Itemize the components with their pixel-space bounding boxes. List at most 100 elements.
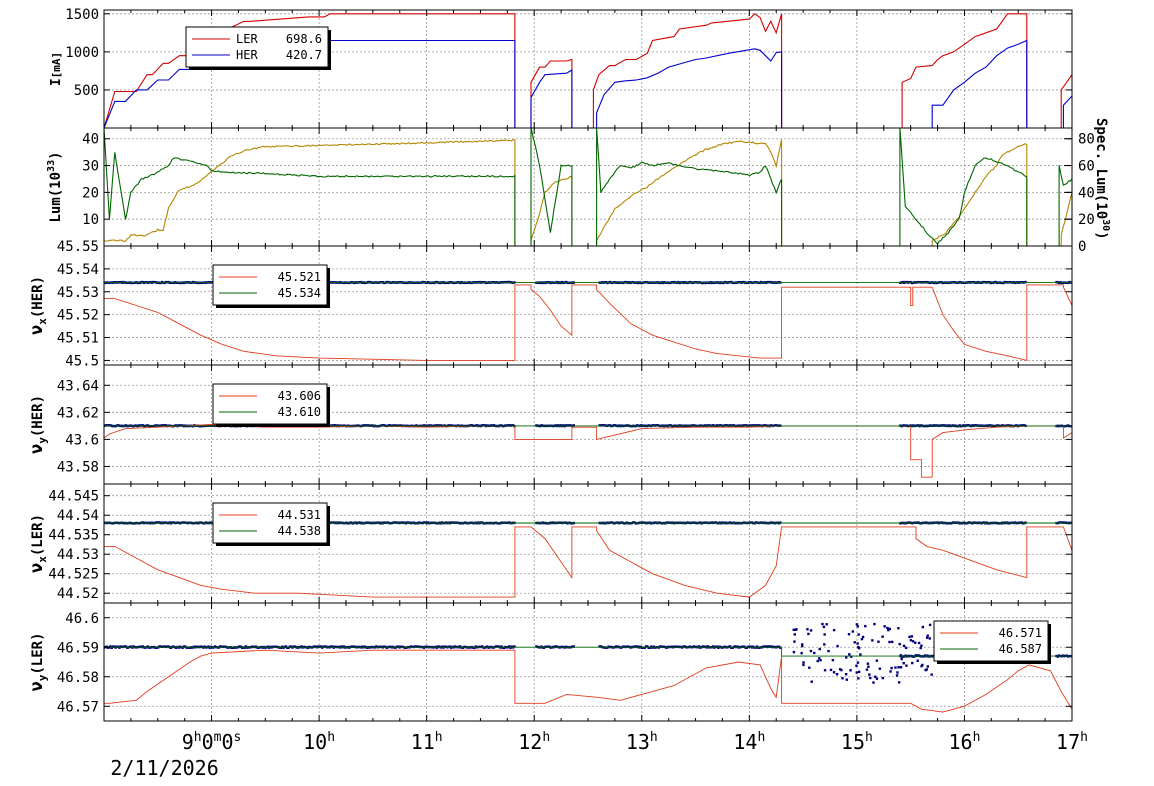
tune-point — [399, 645, 403, 648]
tune-point — [917, 521, 920, 524]
tune-point — [878, 667, 882, 670]
tune-point — [1008, 280, 1012, 284]
x-tick-label: 15h — [841, 730, 873, 754]
tune-point — [633, 521, 636, 524]
y-tick-label: 46.59 — [57, 640, 99, 656]
tune-point — [513, 645, 516, 648]
tune-point — [728, 645, 732, 648]
tune-point — [762, 424, 765, 427]
legend-value: 46.571 — [999, 626, 1042, 640]
tune-point — [873, 622, 876, 626]
tune-point — [1056, 655, 1060, 658]
tune-point — [966, 424, 969, 427]
x-axis-date: 2/11/2026 — [110, 756, 218, 780]
tune-point — [118, 646, 121, 649]
tune-point — [917, 654, 920, 657]
tune-point — [767, 280, 770, 284]
tune-point — [124, 645, 128, 648]
tune-point — [557, 424, 560, 427]
tune-point — [164, 424, 168, 427]
y-tick-label: 20 — [82, 185, 99, 201]
tune-point — [480, 521, 484, 524]
tune-point — [935, 424, 938, 427]
tune-point — [928, 623, 932, 627]
y-tick-label: 1500 — [65, 7, 99, 23]
tune-point — [835, 672, 839, 676]
tune-point — [385, 280, 388, 284]
tune-point — [855, 671, 858, 674]
tune-point — [691, 424, 694, 427]
tune-point — [182, 521, 186, 524]
tune-point — [141, 424, 144, 427]
tune-point — [324, 645, 328, 648]
tune-point — [572, 645, 576, 648]
tune-point — [905, 280, 908, 284]
tune-point — [535, 645, 538, 648]
tune-point — [244, 645, 248, 648]
tune-point — [175, 646, 178, 649]
tune-point — [264, 646, 267, 649]
tune-point — [318, 645, 321, 648]
tune-point — [422, 521, 426, 524]
tune-point — [650, 645, 653, 648]
tune-point — [926, 634, 929, 637]
tune-point — [856, 661, 860, 664]
tune-point — [480, 645, 484, 648]
tune-point — [686, 521, 689, 524]
tune-point — [861, 635, 865, 639]
tune-point — [750, 521, 754, 524]
tune-point — [770, 424, 773, 427]
tune-point — [768, 645, 772, 648]
tune-point — [728, 280, 732, 284]
tune-point — [221, 645, 224, 648]
tune-point — [358, 521, 361, 524]
tune-point — [881, 676, 885, 680]
tune-point — [706, 645, 710, 648]
tune-point — [333, 645, 337, 648]
tune-point — [478, 280, 481, 284]
tune-point — [723, 280, 727, 284]
tune-point — [332, 521, 335, 524]
tune-point — [673, 280, 676, 284]
tune-point — [741, 280, 745, 284]
tune-point — [732, 424, 736, 427]
legend-name: LER — [236, 32, 258, 46]
tune-point — [1055, 280, 1058, 284]
tune-point — [220, 645, 223, 648]
tune-point — [554, 645, 557, 648]
tune-point — [850, 655, 853, 658]
tune-point — [901, 655, 905, 658]
tune-point — [726, 424, 729, 427]
tune-point — [869, 676, 872, 680]
tune-point — [480, 424, 484, 427]
panel-frame — [103, 602, 1073, 722]
y-tick-label: 45.55 — [57, 239, 99, 255]
tune-point — [827, 649, 830, 653]
y-tick-label: 43.64 — [57, 378, 99, 394]
tune-point — [568, 424, 572, 427]
tune-point — [400, 521, 404, 524]
tune-point — [795, 628, 798, 631]
tune-point — [923, 654, 927, 657]
legend: LER 698.6 HER 420.7 — [185, 26, 331, 70]
tune-point — [673, 645, 676, 648]
tune-point — [160, 424, 164, 427]
tune-point — [180, 424, 183, 427]
y-tick-label: 44.545 — [48, 489, 99, 505]
tune-point — [313, 645, 316, 648]
tune-point — [141, 280, 144, 284]
tune-point — [620, 521, 623, 524]
tune-point — [159, 645, 162, 648]
tune-point — [625, 645, 628, 648]
y2-tick-label: 20 — [1078, 212, 1095, 228]
tune-point — [1024, 280, 1027, 284]
tune-point — [905, 664, 908, 667]
legend-value: 698.6 — [286, 32, 322, 46]
tune-point — [779, 646, 782, 649]
tune-point — [362, 424, 365, 427]
x-tick-label: 9h0m0s — [182, 730, 242, 754]
tune-point — [857, 670, 861, 674]
tune-point — [157, 521, 160, 524]
tune-point — [287, 646, 290, 649]
